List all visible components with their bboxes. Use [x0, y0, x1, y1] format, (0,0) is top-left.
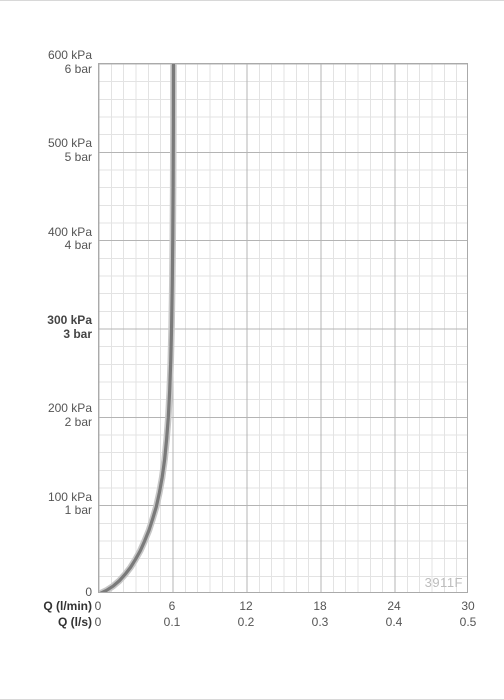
y-tick-bar: 5 bar	[48, 151, 92, 165]
y-tick-kpa: 500 kPa	[48, 138, 92, 152]
y-tick-label: 500 kPa5 bar	[48, 138, 98, 166]
y-tick-label: 200 kPa2 bar	[48, 403, 98, 431]
x-tick-label: 12	[239, 599, 252, 613]
y-tick-label: 0	[85, 586, 98, 600]
y-tick-kpa: 400 kPa	[48, 226, 92, 240]
y-tick-kpa: 0	[85, 586, 92, 600]
watermark: 3911F	[425, 575, 463, 590]
y-tick-bar: 6 bar	[48, 63, 92, 77]
x-tick-label: 0	[95, 599, 102, 613]
x-tick-label: 18	[313, 599, 326, 613]
x-tick-label: 0.5	[460, 615, 477, 629]
y-tick-label: 100 kPa1 bar	[48, 491, 98, 519]
x-tick-label: 0.3	[312, 615, 329, 629]
y-tick-kpa: 300 kPa	[47, 314, 92, 328]
x-tick-label: 6	[169, 599, 176, 613]
x-tick-label: 0.1	[164, 615, 181, 629]
y-tick-bar: 3 bar	[47, 328, 92, 342]
y-tick-bar: 1 bar	[48, 505, 92, 519]
y-tick-bar: 2 bar	[48, 416, 92, 430]
plot-area: 3911F	[98, 63, 468, 593]
x-axis-label: Q (l/min)	[0, 599, 92, 613]
x-axis-label: Q (l/s)	[0, 615, 92, 629]
x-tick-label: 24	[387, 599, 400, 613]
y-tick-kpa: 200 kPa	[48, 403, 92, 417]
x-tick-label: 0.2	[238, 615, 255, 629]
x-tick-label: 0	[95, 615, 102, 629]
y-tick-label: 400 kPa4 bar	[48, 226, 98, 254]
chart-svg	[99, 64, 468, 593]
x-tick-label: 30	[461, 599, 474, 613]
pressure-flow-chart: 3911F 0100 kPa1 bar200 kPa2 bar300 kPa3 …	[98, 63, 468, 593]
y-tick-label: 300 kPa3 bar	[47, 314, 98, 342]
y-tick-kpa: 100 kPa	[48, 491, 92, 505]
y-tick-bar: 4 bar	[48, 240, 92, 254]
page: 3911F 0 100 kPa1 bar 200 kPa2 bar 300 kPa3 …	[0, 0, 504, 700]
y-tick-kpa: 600 kPa	[48, 49, 92, 63]
y-tick-label: 600 kPa6 bar	[48, 49, 98, 77]
x-tick-label: 0.4	[386, 615, 403, 629]
